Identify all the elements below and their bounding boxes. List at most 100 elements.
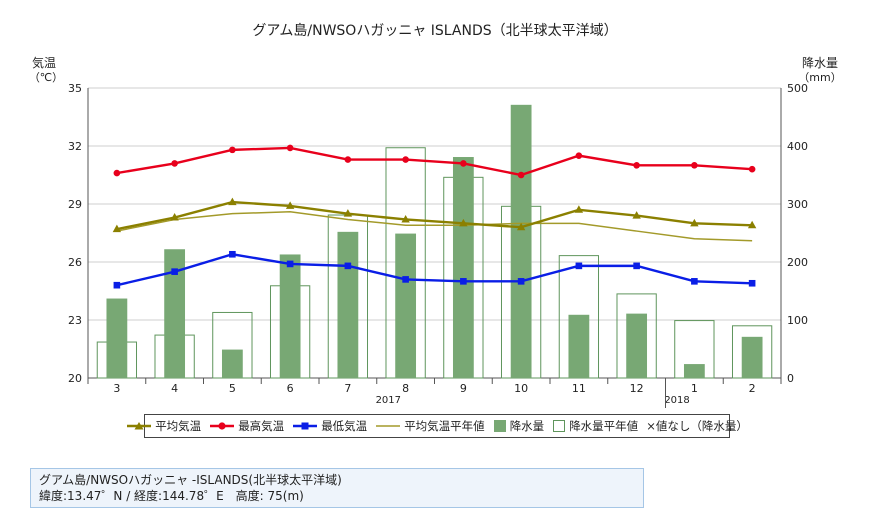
x-tick-label: 3	[113, 382, 120, 395]
x-tick-label: 6	[287, 382, 294, 395]
right-tick-label: 0	[787, 372, 794, 385]
avg-temp-point	[112, 224, 122, 233]
precip-bar	[279, 254, 301, 378]
series-line	[116, 146, 753, 177]
max-temp-point	[460, 160, 467, 167]
right-tick-label: 400	[787, 140, 808, 153]
x-tick-label: 8	[402, 382, 409, 395]
left-tick-label: 32	[68, 140, 82, 153]
x-tick-label: 10	[514, 382, 528, 395]
max-temp-point	[748, 165, 756, 173]
chart-title: グアム島/NWSOハガッニャ ISLANDS（北半球太平洋域）	[252, 23, 617, 39]
legend-item-precip: 降水量	[493, 418, 545, 434]
x-tick-label: 11	[572, 382, 586, 395]
avg-temp-point	[459, 218, 468, 227]
x-tick-label: 4	[171, 382, 178, 395]
right-axis-label: 降水量	[802, 56, 838, 70]
legend-item-min-temp: 最低気温	[292, 418, 367, 434]
precip-bar	[568, 314, 590, 378]
left-tick-label: 23	[68, 314, 82, 327]
series-line	[116, 253, 753, 287]
precip-bar	[510, 104, 532, 378]
left-tick-label: 20	[68, 372, 82, 385]
precip-bar	[337, 231, 359, 378]
olive-thin-line-icon	[376, 425, 401, 427]
x-tick-label: 5	[229, 382, 236, 395]
max-temp-point	[171, 160, 178, 167]
precip-bar	[741, 336, 763, 378]
x-tick-label: 1	[691, 382, 698, 395]
avg-temp-point	[228, 197, 237, 206]
x-tick-label: 9	[460, 382, 467, 395]
x-tick-label: 2	[749, 382, 756, 395]
olive-line-triangle-icon	[127, 422, 152, 430]
avg-temp-point	[343, 209, 353, 217]
x-tick-label: 7	[344, 382, 351, 395]
max-temp-point	[344, 156, 352, 163]
min-temp-point	[748, 279, 756, 287]
min-temp-point	[402, 276, 409, 283]
legend-label-max-temp: 最高気温	[238, 419, 285, 433]
green-outline-square-icon	[553, 420, 566, 432]
max-temp-point	[691, 162, 698, 169]
legend-label-precip-normal: 降水量平年値	[569, 419, 639, 433]
min-temp-point	[517, 278, 525, 285]
left-tick-label: 29	[68, 198, 82, 211]
min-temp-point	[575, 262, 583, 270]
legend-label-precip: 降水量	[509, 419, 545, 433]
legend-note-no-value: ×値なし（降水量）	[646, 419, 748, 433]
year-label: 2018	[664, 395, 689, 406]
precip-bar	[221, 349, 243, 378]
legend-label-avg-temp-normal: 平均気温平年値	[404, 419, 485, 433]
min-temp-point	[229, 250, 236, 258]
max-temp-point	[575, 152, 583, 159]
avg-temp-point	[516, 222, 526, 231]
green-filled-square-icon	[493, 420, 506, 432]
station-location: 緯度:13.47゜N / 経度:144.78゜E 高度: 75(m)	[39, 489, 304, 503]
red-line-circle-icon	[210, 422, 235, 430]
max-temp-point	[633, 162, 640, 169]
year-label: 2017	[376, 395, 401, 406]
max-temp-point	[402, 156, 409, 163]
legend-item-avg-temp: 平均気温	[126, 418, 201, 434]
legend-item-precip-normal: 降水量平年値	[552, 418, 638, 434]
min-temp-point	[691, 278, 698, 285]
avg-temp-point	[632, 211, 641, 219]
precip-bar	[626, 313, 648, 378]
series-line	[116, 210, 753, 242]
left-axis-label: 気温	[32, 55, 56, 70]
right-tick-label: 100	[787, 314, 808, 327]
precip-bar	[164, 249, 186, 378]
series-line	[116, 200, 753, 231]
legend-label-avg-temp: 平均気温	[155, 419, 202, 433]
min-temp-point	[633, 262, 640, 270]
max-temp-point	[113, 169, 121, 177]
precip-bar	[683, 364, 705, 378]
avg-temp-point	[170, 213, 179, 221]
max-temp-point	[517, 171, 525, 179]
blue-line-square-icon	[293, 422, 318, 430]
right-tick-label: 300	[787, 198, 808, 211]
right-axis-unit: （mm）	[798, 71, 841, 84]
max-temp-point	[229, 146, 236, 154]
precip-bar	[452, 157, 474, 378]
x-tick-label: 12	[630, 382, 644, 395]
min-temp-point	[460, 278, 467, 285]
left-axis-unit: （℃）	[29, 71, 63, 84]
right-tick-label: 500	[787, 82, 808, 95]
legend-item-avg-temp-normal: 平均気温平年値	[375, 418, 485, 434]
left-tick-label: 26	[68, 256, 82, 269]
min-temp-point	[171, 268, 178, 275]
avg-temp-point	[690, 218, 699, 227]
station-info-box: グアム島/NWSOハガッニャ -ISLANDS(北半球太平洋域) 緯度:13.4…	[30, 468, 644, 508]
avg-temp-point	[401, 214, 410, 223]
max-temp-point	[286, 144, 294, 152]
min-temp-point	[286, 260, 294, 268]
left-tick-label: 35	[68, 82, 82, 95]
avg-temp-point	[747, 220, 757, 229]
station-name: グアム島/NWSOハガッニャ -ISLANDS(北半球太平洋域)	[39, 473, 342, 487]
legend: 平均気温 最高気温 最低気温 平均気温平年値 降水量 降水量平年値 ×値なし（降…	[127, 414, 748, 438]
precip-bar	[106, 298, 128, 378]
